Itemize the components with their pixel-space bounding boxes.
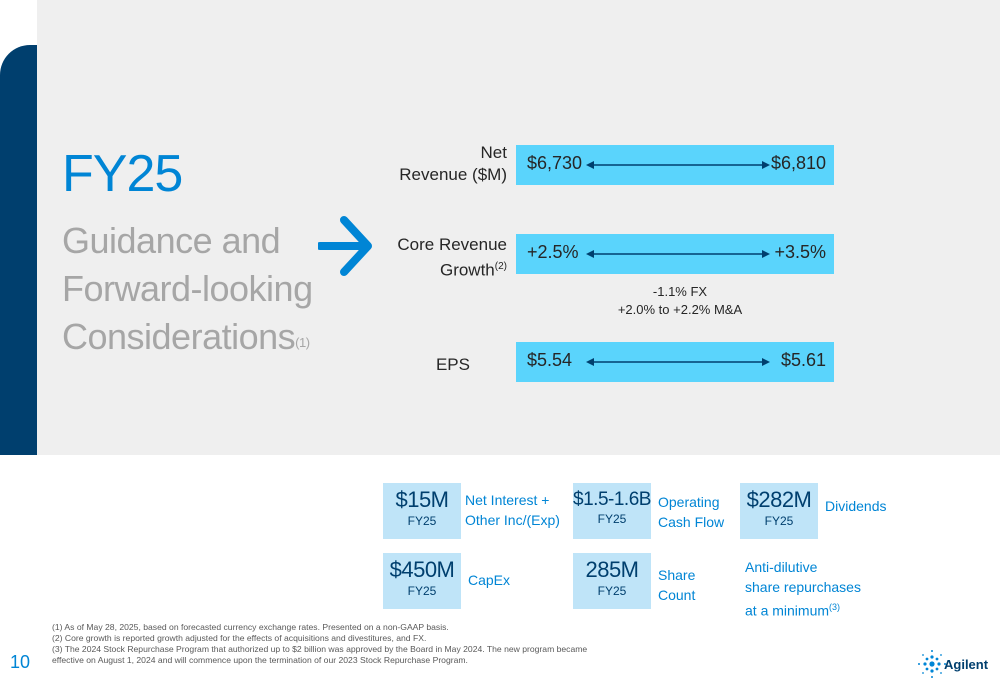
core-revenue-growth-label: Core Revenue Growth(2) [397, 235, 507, 280]
footnotes: (1) As of May 28, 2025, based on forecas… [52, 622, 612, 666]
range-arrow-icon [586, 250, 770, 258]
company-logo-text: Agilent [944, 657, 989, 672]
core-growth-note: -1.1% FX +2.0% to +2.2% M&A [617, 284, 743, 317]
range-low-value: $6,730 [527, 153, 583, 173]
subtitle-line: Forward-looking [62, 268, 313, 309]
footnote-ref: (3) [829, 602, 841, 612]
metric-operating-cash-flow: $1.5-1.6B FY25 [573, 483, 651, 539]
page-title: FY25 [62, 145, 183, 203]
metric-label-net-interest: Net Interest + Other Inc/(Exp) [465, 492, 560, 528]
range-high-value: $5.61 [780, 350, 826, 370]
subtitle-line: Considerations [62, 316, 296, 357]
subtitle-line: Guidance and [62, 220, 281, 261]
metric-capex: $450M FY25 [383, 553, 461, 609]
accent-bar [0, 45, 37, 455]
range-high-value: $6,810 [770, 153, 826, 173]
metric-label-dividends: Dividends [825, 498, 887, 514]
range-high-value: +3.5% [774, 242, 826, 262]
footnote: (3) The 2024 Stock Repurchase Program th… [52, 644, 588, 654]
page-subtitle: Guidance and Forward-looking Considerati… [62, 217, 313, 361]
core-revenue-growth-range: +2.5% +3.5% [516, 234, 834, 274]
chevron-right-icon [318, 216, 372, 276]
page-number: 10 [10, 652, 31, 672]
footnote: (2) Core growth is reported growth adjus… [52, 633, 427, 643]
footnote: (1) As of May 28, 2025, based on forecas… [52, 622, 449, 632]
metric-label-share-repurchases: Anti-dilutive share repurchases at a minim… [745, 559, 861, 619]
range-arrow-icon [586, 161, 770, 169]
metric-label-capex: CapEx [468, 572, 511, 588]
metric-dividends: $282M FY25 [740, 483, 818, 539]
eps-range: $5.54 $5.61 [516, 342, 834, 382]
footnote-ref: (1) [295, 335, 310, 350]
range-low-value: +2.5% [527, 242, 579, 262]
agilent-spark-icon [918, 650, 946, 678]
range-low-value: $5.54 [527, 350, 573, 370]
net-revenue-range: $6,730 $6,810 [516, 145, 834, 185]
footnote: effective on August 1, 2024 and will com… [52, 655, 468, 665]
metric-label-operating-cash-flow: Operating Cash Flow [658, 494, 725, 530]
net-revenue-label: Net Revenue ($M) [399, 143, 507, 184]
eps-label: EPS [435, 355, 470, 374]
footnote-ref: (2) [494, 261, 507, 272]
range-arrow-icon [586, 358, 770, 366]
metric-label-share-count: Share Count [658, 567, 696, 603]
metric-share-count: 285M FY25 [573, 553, 651, 609]
metric-net-interest: $15M FY25 [383, 483, 461, 539]
